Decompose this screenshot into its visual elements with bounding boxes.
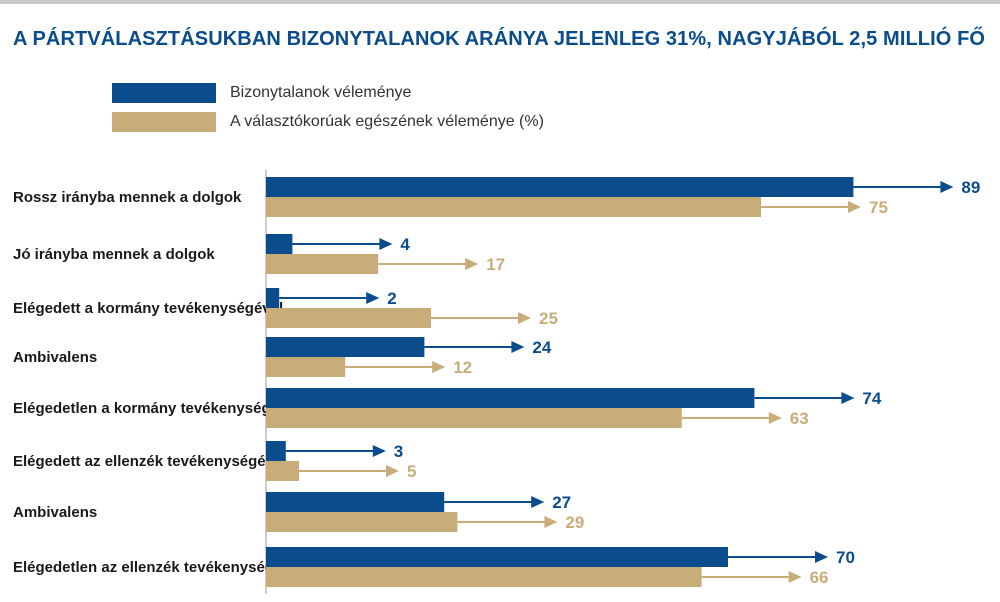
bar	[266, 441, 286, 461]
value-arrow-head	[940, 181, 954, 193]
category-label: Elégedett a kormány tevékenységével	[13, 300, 283, 317]
bar	[266, 567, 702, 587]
bar	[266, 308, 431, 328]
value-arrow-head	[788, 571, 802, 583]
value-arrow-head	[379, 238, 393, 250]
value-label: 3	[394, 442, 403, 461]
bar	[266, 177, 854, 197]
category-label: Rossz irányba mennek a dolgok	[13, 189, 242, 206]
bar	[266, 357, 346, 377]
legend-item-all-voters: A választókorúak egészének véleménye (%)	[112, 111, 544, 133]
bar	[266, 197, 761, 217]
value-arrow-head	[815, 551, 828, 563]
legend-item-undecided: Bizonytalanok véleménye	[112, 82, 411, 104]
value-label: 25	[539, 309, 558, 328]
value-label: 2	[387, 289, 396, 308]
value-label: 63	[790, 409, 809, 428]
legend-label-undecided: Bizonytalanok véleménye	[230, 84, 412, 101]
legend-label-all-voters: A választókorúak egészének véleménye (%)	[230, 113, 544, 130]
bar	[266, 512, 458, 532]
value-label: 74	[862, 389, 881, 408]
bar	[266, 337, 425, 357]
bar	[266, 388, 755, 408]
bar	[266, 492, 445, 512]
value-label: 66	[810, 568, 829, 587]
bar	[266, 288, 280, 308]
value-label: 17	[486, 255, 505, 274]
value-arrow-head	[848, 201, 861, 213]
value-label: 89	[961, 178, 980, 197]
value-label: 27	[552, 493, 571, 512]
value-label: 4	[400, 235, 410, 254]
value-label: 24	[532, 338, 551, 357]
value-label: 5	[407, 462, 416, 481]
value-arrow-head	[386, 465, 399, 477]
value-arrow-head	[432, 361, 446, 373]
value-arrow-head	[465, 258, 479, 270]
value-label: 12	[453, 358, 472, 377]
bar	[266, 461, 299, 481]
value-arrow-head	[372, 445, 386, 457]
category-label: Ambivalens	[13, 349, 97, 366]
value-arrow-head	[518, 312, 531, 324]
category-label: Ambivalens	[13, 504, 97, 521]
legend-swatch-all-voters	[112, 112, 216, 132]
category-label: Elégedetlen az ellenzék tevékenységével	[13, 559, 303, 576]
value-label: 70	[836, 548, 855, 567]
category-label: Jó irányba mennek a dolgok	[13, 246, 215, 263]
bar	[266, 234, 293, 254]
value-label: 29	[565, 513, 584, 532]
value-label: 75	[869, 198, 888, 217]
chart-title: A PÁRTVÁLASZTÁSUKBAN BIZONYTALANOK ARÁNY…	[13, 28, 986, 50]
value-arrow-head	[511, 341, 525, 353]
category-label: Elégedetlen a kormány tevékenységével	[13, 400, 300, 417]
value-arrow-head	[544, 516, 558, 528]
legend-swatch-undecided	[112, 83, 216, 103]
category-label: Elégedett az ellenzék tevékenységével	[13, 453, 286, 470]
value-arrow-head	[366, 292, 380, 304]
value-arrow-head	[841, 392, 855, 404]
value-arrow-head	[768, 412, 782, 424]
bar	[266, 547, 728, 567]
bar	[266, 408, 682, 428]
top-rule	[0, 0, 1000, 4]
value-arrow-head	[531, 496, 545, 508]
bar	[266, 254, 379, 274]
